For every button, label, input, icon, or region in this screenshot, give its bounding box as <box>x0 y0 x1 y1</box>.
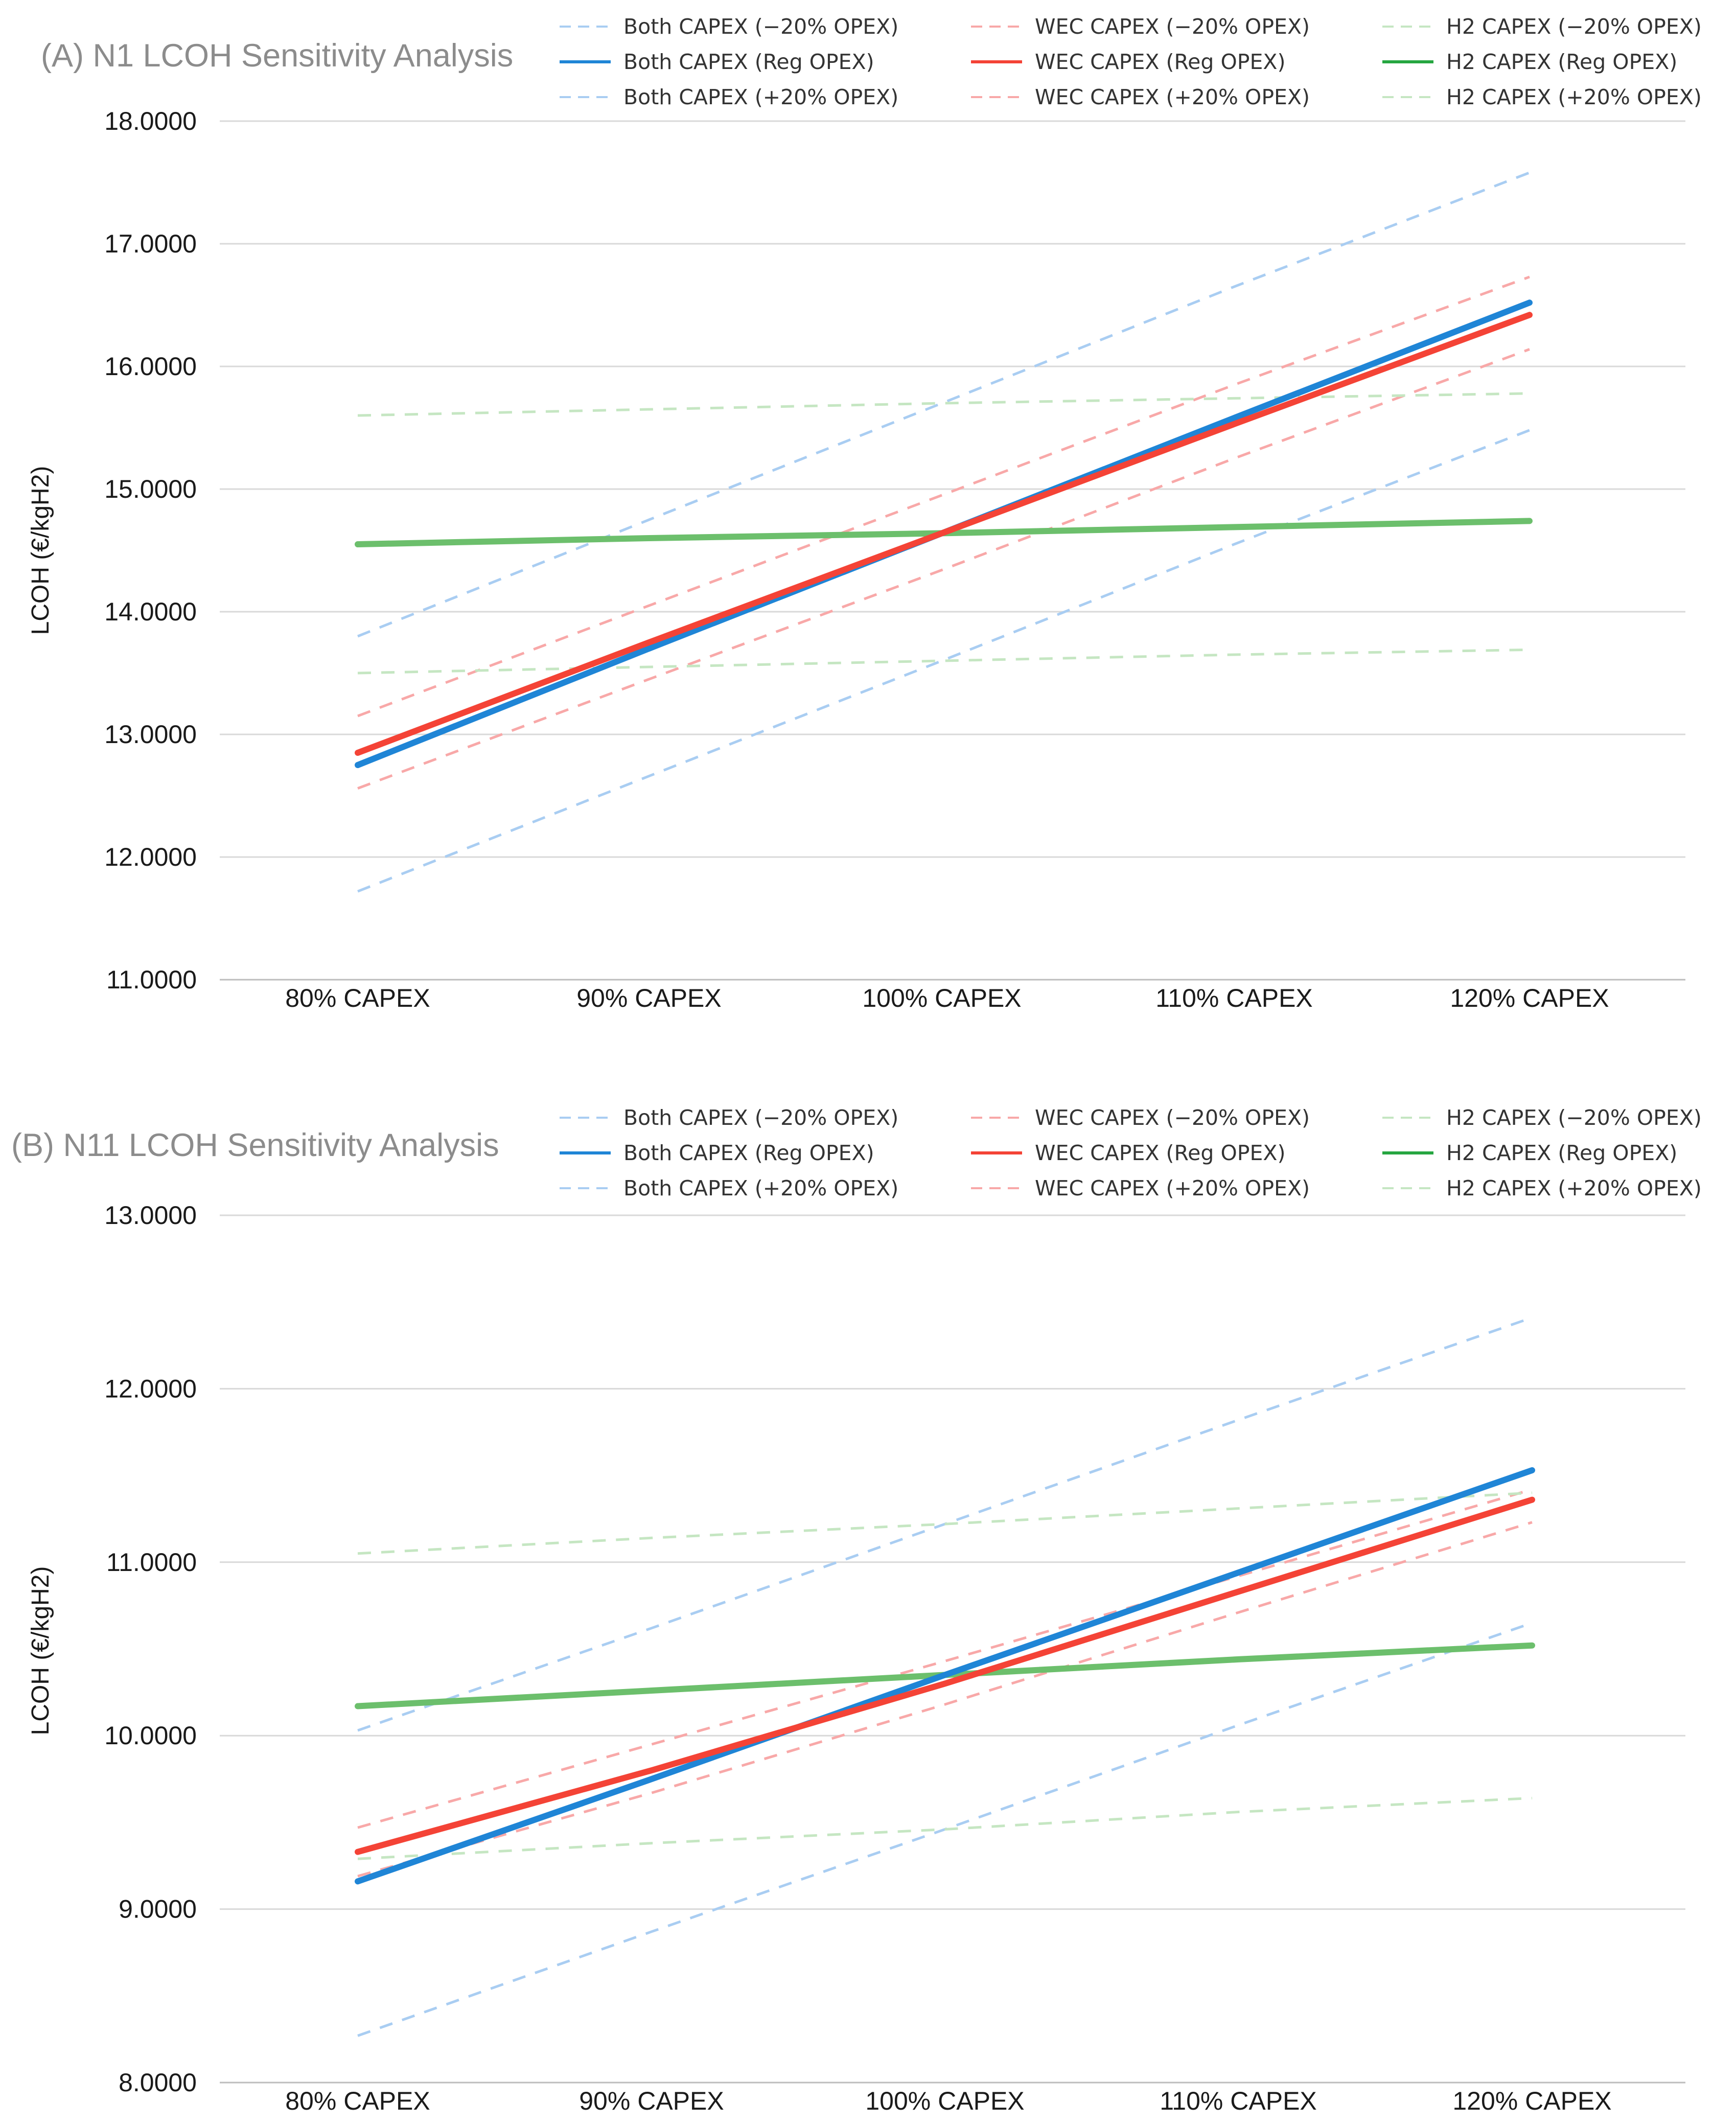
y-axis-label: LCOH (€/kgH2) <box>27 466 54 635</box>
x-tick-label: 110% CAPEX <box>1155 984 1313 1012</box>
legend-label: H2 CAPEX (−20% OPEX) <box>1446 14 1702 39</box>
y-tick-label: 11.0000 <box>106 965 197 994</box>
y-tick-label: 18.0000 <box>104 107 197 135</box>
series-line-both-reg-opex <box>355 1467 1535 1885</box>
x-tick-label: 100% CAPEX <box>865 2087 1024 2115</box>
legend-item: H2 CAPEX (+20% OPEX) <box>1382 1176 1702 1200</box>
legend-item: H2 CAPEX (+20% OPEX) <box>1382 85 1702 109</box>
x-tick-label: 100% CAPEX <box>862 984 1021 1012</box>
legend-label: Both CAPEX (−20% OPEX) <box>623 14 898 39</box>
legend-label: H2 CAPEX (+20% OPEX) <box>1446 1176 1702 1200</box>
legend-item: H2 CAPEX (−20% OPEX) <box>1382 14 1702 39</box>
legend-item: Both CAPEX (Reg OPEX) <box>560 1141 874 1165</box>
legend-item: WEC CAPEX (+20% OPEX) <box>971 1176 1310 1200</box>
y-tick-label: 16.0000 <box>104 352 197 381</box>
y-gridlines: 11.0000 12.0000 13.0000 14.0000 15.0000 16.00… <box>104 107 1685 994</box>
series-line-h2-plus20-opex <box>357 1796 1533 1860</box>
series-line-both-plus20-opex <box>357 429 1530 893</box>
y-axis-label: LCOH (€/kgH2) <box>27 1566 54 1736</box>
legend-label: Both CAPEX (−20% OPEX) <box>623 1105 898 1130</box>
x-tick-labels: 80% CAPEX 90% CAPEX 100% CAPEX 110% CAPEX 12… <box>285 2087 1611 2115</box>
y-tick-label: 14.0000 <box>104 597 197 626</box>
legend-item: WEC CAPEX (Reg OPEX) <box>971 1141 1285 1165</box>
series-line-wec-minus20-opex <box>357 1488 1533 1829</box>
series-lines <box>355 171 1533 893</box>
chart-title: (B) N11 LCOH Sensitivity Analysis <box>11 1127 499 1163</box>
y-tick-label: 12.0000 <box>104 843 197 871</box>
y-tick-label: 9.0000 <box>119 1895 197 1924</box>
series-line-both-minus20-opex <box>357 171 1530 638</box>
legend-item: Both CAPEX (+20% OPEX) <box>560 85 898 109</box>
series-lines <box>355 1316 1535 2037</box>
legend-item: Both CAPEX (Reg OPEX) <box>560 50 874 74</box>
series-line-wec-minus20-opex <box>357 275 1530 718</box>
series-line-wec-plus20-opex <box>357 348 1530 790</box>
chart-panel-a: (A) N1 LCOH Sensitivity Analysis11.00001… <box>27 14 1702 1012</box>
legend-label: WEC CAPEX (+20% OPEX) <box>1035 85 1310 109</box>
series-line-wec-plus20-opex <box>357 1521 1533 1878</box>
legend-item: Both CAPEX (+20% OPEX) <box>560 1176 898 1200</box>
y-tick-label: 15.0000 <box>104 475 197 503</box>
legend-item: WEC CAPEX (−20% OPEX) <box>971 1105 1310 1130</box>
legend-item: Both CAPEX (−20% OPEX) <box>560 14 898 39</box>
legend-item: H2 CAPEX (Reg OPEX) <box>1382 1141 1677 1165</box>
x-tick-labels: 80% CAPEX 90% CAPEX 100% CAPEX 110% CAPEX 12… <box>285 984 1609 1012</box>
x-tick-label: 90% CAPEX <box>576 984 721 1012</box>
y-tick-label: 17.0000 <box>104 229 197 258</box>
legend-label: WEC CAPEX (+20% OPEX) <box>1035 1176 1310 1200</box>
legend-label: H2 CAPEX (Reg OPEX) <box>1446 1141 1677 1165</box>
chart-title: (A) N1 LCOH Sensitivity Analysis <box>41 38 513 74</box>
legend-label: WEC CAPEX (−20% OPEX) <box>1035 14 1310 39</box>
series-line-wec-reg-opex <box>355 1496 1535 1855</box>
y-tick-label: 13.0000 <box>104 720 197 749</box>
y-tick-label: 8.0000 <box>119 2068 197 2097</box>
legend-label: H2 CAPEX (−20% OPEX) <box>1446 1105 1702 1130</box>
legend-item: WEC CAPEX (−20% OPEX) <box>971 14 1310 39</box>
y-tick-label: 10.0000 <box>104 1721 197 1750</box>
y-tick-label: 11.0000 <box>106 1548 197 1577</box>
legend-label: Both CAPEX (Reg OPEX) <box>623 50 874 74</box>
legend-label: Both CAPEX (Reg OPEX) <box>623 1141 874 1165</box>
legend-label: WEC CAPEX (Reg OPEX) <box>1035 50 1285 74</box>
legend-item: H2 CAPEX (−20% OPEX) <box>1382 1105 1702 1130</box>
series-line-h2-plus20-opex <box>357 648 1530 675</box>
x-tick-label: 80% CAPEX <box>285 984 430 1012</box>
legend-label: H2 CAPEX (+20% OPEX) <box>1446 85 1702 109</box>
legend-label: Both CAPEX (+20% OPEX) <box>623 1176 898 1200</box>
legend: Both CAPEX (−20% OPEX) Both CAPEX (Reg OP… <box>560 1105 1702 1200</box>
x-tick-label: 90% CAPEX <box>579 2087 724 2115</box>
legend-item: Both CAPEX (−20% OPEX) <box>560 1105 898 1130</box>
chart-panel-b: (B) N11 LCOH Sensitivity Analysis 8.0000 9… <box>11 1105 1702 2115</box>
x-tick-label: 110% CAPEX <box>1160 2087 1317 2115</box>
legend: Both CAPEX (−20% OPEX) Both CAPEX (Reg OP… <box>560 14 1702 109</box>
y-tick-label: 13.0000 <box>104 1201 197 1230</box>
y-tick-label: 12.0000 <box>104 1374 197 1403</box>
legend-item: WEC CAPEX (+20% OPEX) <box>971 85 1310 109</box>
x-tick-label: 120% CAPEX <box>1450 984 1609 1012</box>
legend-label: WEC CAPEX (Reg OPEX) <box>1035 1141 1285 1165</box>
legend-item: H2 CAPEX (Reg OPEX) <box>1382 50 1677 74</box>
x-tick-label: 120% CAPEX <box>1452 2087 1611 2115</box>
legend-label: WEC CAPEX (−20% OPEX) <box>1035 1105 1310 1130</box>
y-gridlines: 8.0000 9.0000 10.0000 11.0000 12.0000 13.0000 <box>104 1201 1685 2097</box>
legend-item: WEC CAPEX (Reg OPEX) <box>971 50 1285 74</box>
x-tick-label: 80% CAPEX <box>285 2087 430 2115</box>
series-line-wec-reg-opex <box>355 312 1533 756</box>
series-line-h2-minus20-opex <box>357 1491 1533 1555</box>
series-line-h2-minus20-opex <box>357 392 1530 417</box>
legend-label: H2 CAPEX (Reg OPEX) <box>1446 50 1677 74</box>
legend-label: Both CAPEX (+20% OPEX) <box>623 85 898 109</box>
